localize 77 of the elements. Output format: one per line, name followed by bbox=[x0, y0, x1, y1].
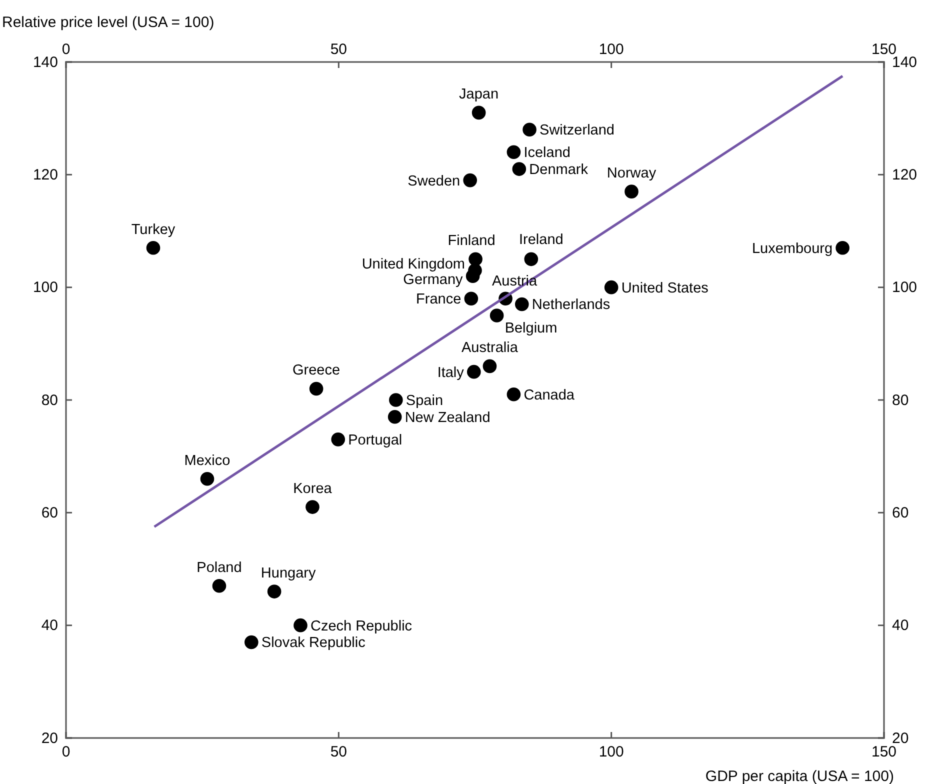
point bbox=[200, 472, 214, 486]
point bbox=[836, 241, 850, 255]
x2-tick-label: 0 bbox=[62, 744, 70, 761]
annotation: Sweden bbox=[408, 173, 460, 190]
annotation: Norway bbox=[606, 166, 657, 182]
annotation: Greece bbox=[292, 362, 340, 379]
point bbox=[146, 241, 160, 255]
point bbox=[514, 297, 529, 312]
annotation: Slovak Republic bbox=[261, 635, 366, 652]
y-tick-label: 140 bbox=[32, 54, 58, 71]
y2-tick-label: 60 bbox=[892, 504, 909, 522]
annotation: Spain bbox=[406, 393, 444, 409]
point bbox=[309, 382, 324, 396]
point bbox=[468, 264, 482, 278]
x-axis-title: GDP per capita (USA = 100) bbox=[705, 768, 894, 784]
annotation: New Zealand bbox=[404, 410, 490, 426]
y-tick-label: 60 bbox=[41, 504, 58, 522]
point bbox=[482, 359, 497, 374]
annotation: Switzerland bbox=[540, 122, 614, 139]
point bbox=[467, 364, 481, 379]
y2-tick-label: 120 bbox=[892, 166, 918, 184]
point bbox=[464, 292, 478, 306]
point bbox=[267, 584, 282, 598]
point bbox=[604, 280, 618, 294]
y2-tick-label: 40 bbox=[892, 617, 909, 634]
annotation: United States bbox=[621, 280, 708, 296]
annotation: Czech Republic bbox=[310, 618, 412, 634]
point bbox=[244, 635, 258, 650]
annotation: Germany bbox=[403, 272, 464, 288]
y2-tick-label: 80 bbox=[892, 392, 909, 409]
annotation: France bbox=[416, 292, 462, 308]
point bbox=[506, 387, 521, 402]
point bbox=[468, 252, 482, 266]
y-tick-label: 100 bbox=[32, 279, 58, 296]
annotation: Italy bbox=[437, 364, 465, 381]
annotation: Hungary bbox=[260, 566, 316, 582]
point bbox=[294, 618, 308, 632]
annotation: Luxembourg bbox=[752, 240, 833, 257]
annotation: Mexico bbox=[184, 452, 230, 469]
annotation: Ireland bbox=[518, 232, 564, 248]
annotation: Korea bbox=[293, 481, 333, 498]
point bbox=[524, 252, 538, 266]
y-tick-label: 20 bbox=[41, 730, 58, 747]
annotation: Iceland bbox=[524, 145, 570, 162]
point bbox=[463, 173, 477, 188]
annotation: Poland bbox=[196, 560, 242, 576]
y-tick-label: 40 bbox=[41, 617, 58, 634]
point bbox=[512, 162, 526, 176]
point bbox=[624, 184, 638, 198]
point bbox=[388, 410, 402, 424]
point bbox=[490, 308, 504, 322]
annotation: Belgium bbox=[504, 320, 558, 336]
point bbox=[212, 579, 226, 593]
annotation: Finland bbox=[448, 233, 496, 250]
x2-tick-label: 50 bbox=[330, 744, 348, 761]
point bbox=[522, 122, 536, 136]
x-tick-label: 50 bbox=[330, 41, 348, 58]
point bbox=[389, 393, 403, 407]
point bbox=[306, 500, 320, 514]
annotation: Netherlands bbox=[532, 297, 610, 314]
y-axis-title: Relative price level (USA = 100) bbox=[2, 14, 214, 31]
y-tick-label: 80 bbox=[41, 392, 58, 409]
point bbox=[472, 106, 486, 120]
annotation: Japan bbox=[459, 86, 499, 103]
y2-tick-label: 100 bbox=[892, 279, 918, 296]
x-tick-label: 100 bbox=[598, 41, 624, 58]
annotation: Turkey bbox=[131, 222, 176, 238]
annotation: Portugal bbox=[348, 432, 402, 448]
point bbox=[506, 145, 521, 160]
annotation: Denmark bbox=[529, 162, 589, 178]
annotation: Australia bbox=[462, 340, 519, 356]
x2-tick-label: 100 bbox=[598, 744, 624, 761]
annotation: Canada bbox=[524, 387, 576, 404]
y-tick-label: 120 bbox=[32, 166, 58, 184]
point bbox=[331, 432, 346, 446]
annotation: United Kingdom bbox=[362, 256, 465, 272]
x-tick-label: 0 bbox=[62, 41, 70, 58]
